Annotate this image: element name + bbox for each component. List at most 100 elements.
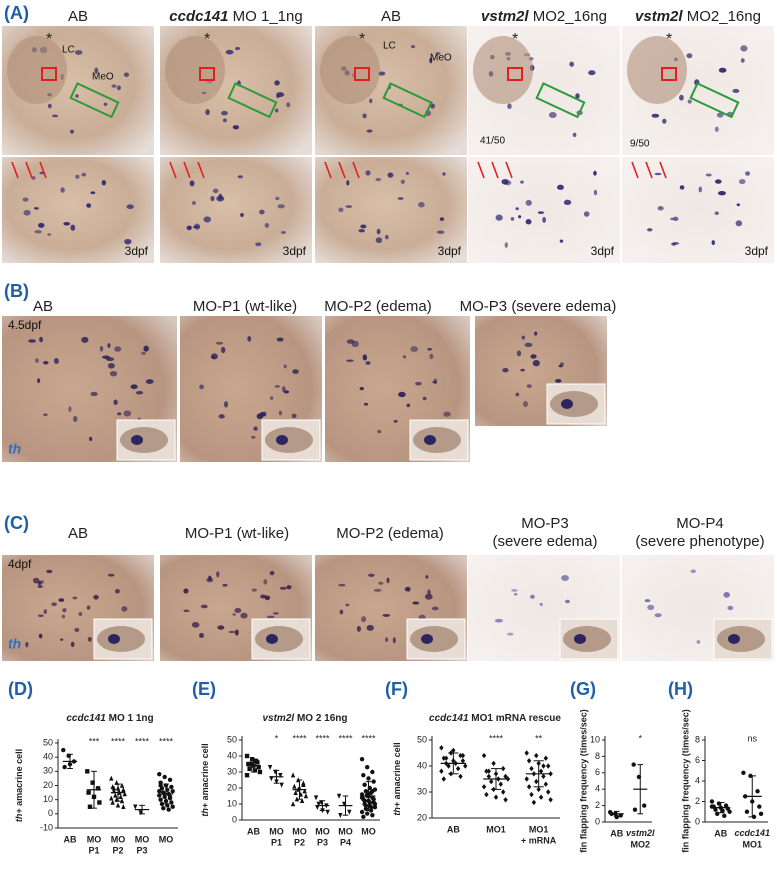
stain [429,353,434,360]
stain [25,641,29,648]
inset-stain [276,435,288,445]
stain [199,384,205,390]
stain [525,199,532,206]
column-header: MO-P1 (wt-like) [193,298,297,315]
inset-embryo [255,626,303,652]
column-header: MO-P1 (wt-like) [185,525,289,542]
x-tick-label: vstm2l [626,828,655,838]
label-text: MO1 mRNA rescue [471,713,561,724]
stain [23,209,31,216]
stage-label: 4.5dpf [8,318,42,332]
red-box [661,67,677,81]
stain [362,113,367,119]
x-tick-label: P3 [136,845,147,855]
embryo-head [627,36,687,104]
stain [593,170,597,176]
significance: **** [111,736,126,746]
x-tick-label: MO [111,834,126,844]
x-tick-label: MO1 [529,824,549,834]
stain [283,390,290,394]
data-point [247,766,252,771]
data-point [119,798,125,804]
data-point [498,781,503,787]
stain [338,583,346,587]
stain [264,223,270,228]
data-point [361,814,366,819]
data-point [541,763,546,769]
data-point [709,799,715,804]
data-point [529,765,534,772]
data-point [486,768,492,774]
stain [520,368,525,372]
column-header: AB [33,298,53,315]
green-box [535,82,586,119]
x-tick-label: MO [292,826,307,836]
annotation: 41/50 [480,136,505,147]
stain [33,207,39,210]
stain [47,103,52,109]
data-point [460,752,466,759]
stain [439,217,445,221]
stain [109,370,118,377]
data-point [279,782,284,788]
stain [145,379,154,384]
stain [714,211,719,215]
data-point [166,807,171,812]
data-point [267,765,273,770]
data-point [441,755,446,761]
stain [70,129,75,134]
stain [346,180,350,186]
y-tick-label: 10 [43,794,53,804]
stain [376,228,381,235]
green-box [69,82,120,119]
label-text: MO2_16ng [687,8,761,25]
data-point [526,784,532,790]
stain [93,594,99,600]
data-point [363,803,369,808]
stain [235,46,241,51]
stain [106,357,114,362]
stain [210,353,218,360]
green-box [382,82,433,119]
embryo-head [7,36,67,104]
y-tick-label: 0 [595,816,600,826]
red-arrow [352,161,360,179]
data-point [302,788,307,794]
stain [507,103,512,110]
stain [51,114,59,118]
stain [362,354,368,361]
data-point [371,797,376,802]
data-point [758,811,764,816]
x-tick-label: AB [447,824,460,834]
stain [345,603,350,607]
data-point [359,809,365,815]
data-point [290,801,296,807]
stain [74,50,83,55]
stain [435,52,441,55]
stain [502,367,509,373]
label-text: MO2_16ng [533,8,607,25]
stain [43,609,48,615]
significance: **** [135,736,150,746]
data-point [169,784,174,790]
x-tick-label: MO [135,834,150,844]
stain [583,211,590,217]
stain [504,180,512,186]
stain [696,640,701,644]
annotation: 9/50 [630,139,650,150]
data-point [118,794,123,800]
data-point [159,801,165,807]
stain [670,217,674,221]
y-tick-label: 20 [227,782,237,792]
significance: **** [489,733,504,743]
stain [561,575,569,581]
data-point [366,776,371,781]
y-tick-label: 30 [417,786,427,796]
stain [275,196,280,201]
embryo-head [473,36,533,104]
significance: * [275,733,279,743]
stain [393,419,398,423]
gene-name: ccdc141 [169,8,228,25]
significance: *** [89,736,100,746]
stain [194,223,201,230]
